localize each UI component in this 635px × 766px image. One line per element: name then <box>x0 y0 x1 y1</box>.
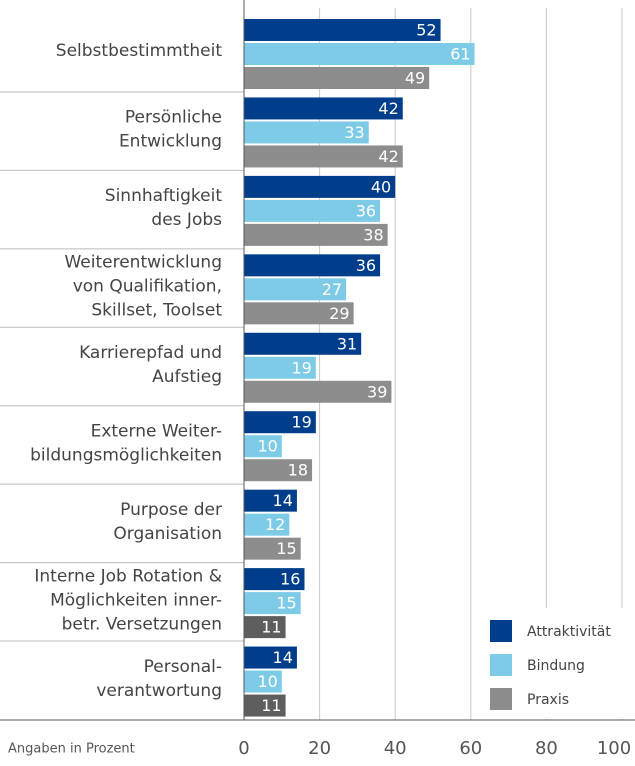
x-tick-label: 100 <box>597 738 631 759</box>
bar <box>244 199 381 222</box>
value-label: 14 <box>273 648 293 667</box>
legend-swatch <box>490 688 512 710</box>
bar <box>244 278 347 301</box>
legend-label: Praxis <box>527 692 569 708</box>
bar <box>244 332 362 355</box>
y-tick-label: Persönliche <box>125 108 222 128</box>
value-label: 39 <box>367 382 387 401</box>
y-tick-label: Organisation <box>113 524 222 544</box>
value-label: 11 <box>261 618 281 637</box>
value-label: 33 <box>344 123 364 142</box>
bar <box>244 175 396 198</box>
y-tick-label: Purpose der <box>120 500 222 520</box>
value-label: 31 <box>337 334 357 353</box>
y-tick-label: Möglichkeiten inner- <box>50 590 222 610</box>
legend-swatch <box>490 654 512 676</box>
value-label: 29 <box>329 304 349 323</box>
bar <box>244 646 297 669</box>
value-label: 19 <box>291 358 311 377</box>
value-label: 18 <box>288 461 308 480</box>
y-tick-label: Selbstbestimmtheit <box>56 41 223 61</box>
x-tick-label: 0 <box>238 738 249 759</box>
bar <box>244 302 354 325</box>
bar <box>244 19 441 41</box>
y-tick-label: Weiterentwicklung <box>64 253 222 273</box>
value-label: 40 <box>371 177 391 196</box>
bar <box>244 411 316 434</box>
x-tick-label: 80 <box>535 738 558 759</box>
y-tick-label: Entwicklung <box>119 132 222 152</box>
legend-swatch <box>490 620 512 642</box>
y-tick-label: bildungsmöglichkeiten <box>30 445 222 465</box>
value-label: 38 <box>363 225 383 244</box>
value-label: 49 <box>405 69 425 88</box>
y-tick-label: Skillset, Toolset <box>91 301 222 321</box>
y-tick-label: Aufstieg <box>152 367 222 387</box>
bar <box>244 121 369 144</box>
x-tick-label: 60 <box>459 738 482 759</box>
bar <box>244 43 475 65</box>
bar <box>244 356 316 379</box>
bar <box>244 459 313 482</box>
bar <box>244 435 282 458</box>
value-label: 19 <box>291 413 311 432</box>
y-tick-label: Personal- <box>144 657 222 677</box>
bar <box>244 380 392 403</box>
y-tick-label: Sinnhaftigkeit <box>105 186 223 206</box>
y-tick-label: Externe Weiter- <box>91 421 222 441</box>
value-label: 10 <box>257 437 277 456</box>
bar <box>244 145 403 168</box>
bar <box>244 489 297 512</box>
value-label: 52 <box>416 21 436 40</box>
bar <box>244 97 403 120</box>
bar <box>244 694 286 717</box>
x-tick-label: 40 <box>384 738 407 759</box>
value-label: 15 <box>276 594 296 613</box>
value-label: 36 <box>356 256 376 275</box>
y-tick-label: des Jobs <box>151 210 222 230</box>
value-label: 11 <box>261 696 281 715</box>
value-label: 42 <box>378 99 398 118</box>
value-label: 42 <box>378 147 398 166</box>
value-label: 27 <box>322 280 342 299</box>
y-tick-label: Karrierepfad und <box>79 343 222 363</box>
bar <box>244 670 282 693</box>
value-label: 10 <box>257 672 277 691</box>
bar <box>244 513 290 536</box>
value-label: 36 <box>356 201 376 220</box>
legend-label: Bindung <box>527 658 585 674</box>
bar <box>244 592 301 615</box>
y-tick-label: verantwortung <box>96 681 222 701</box>
value-label: 15 <box>276 539 296 558</box>
bar <box>244 223 388 246</box>
bar <box>244 254 381 277</box>
y-tick-label: Interne Job Rotation & <box>34 566 222 586</box>
value-label: 14 <box>273 491 293 510</box>
bar <box>244 616 286 639</box>
y-tick-label: betr. Versetzungen <box>62 614 222 634</box>
y-tick-label: von Qualifikation, <box>73 277 222 297</box>
bar <box>244 568 305 591</box>
x-tick-label: 20 <box>308 738 331 759</box>
note: Angaben in Prozent <box>8 742 135 757</box>
legend-label: Attraktivität <box>527 624 611 640</box>
bar <box>244 67 430 89</box>
bar <box>244 537 301 560</box>
value-label: 16 <box>280 570 300 589</box>
value-label: 12 <box>265 515 285 534</box>
value-label: 61 <box>450 45 470 64</box>
